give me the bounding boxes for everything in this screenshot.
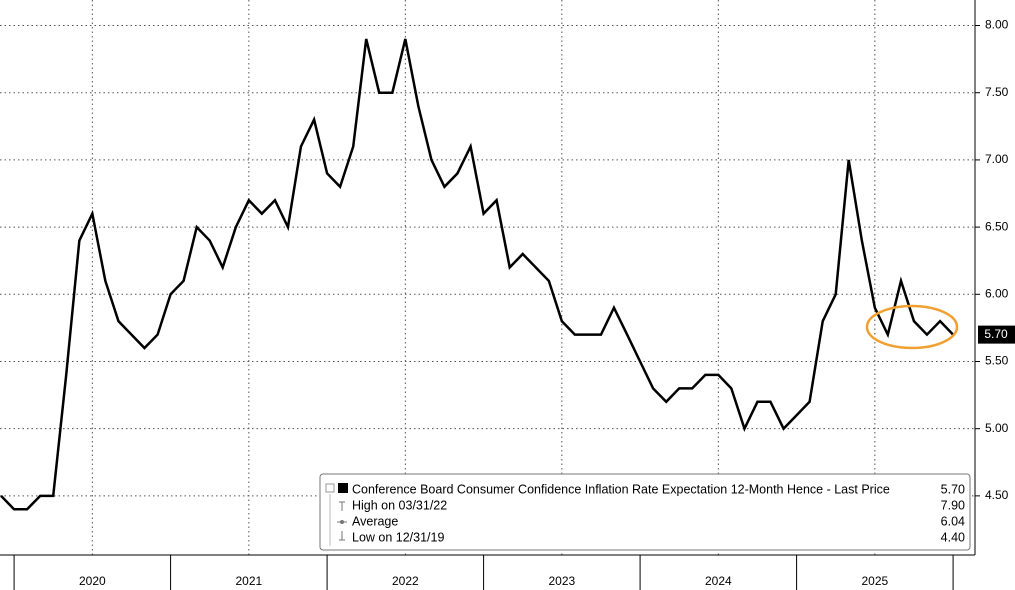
grid bbox=[0, 0, 975, 555]
x-tick-label: 2024 bbox=[705, 574, 732, 588]
y-tick-label: 5.50 bbox=[985, 354, 1009, 368]
legend-label: Conference Board Consumer Confidence Inf… bbox=[352, 482, 890, 496]
legend-toggle bbox=[325, 483, 335, 493]
legend-stat-value: 6.04 bbox=[941, 514, 965, 528]
legend-stat-label: Low on 12/31/19 bbox=[352, 530, 444, 544]
legend: Conference Board Consumer Confidence Inf… bbox=[319, 473, 971, 551]
x-tick-label: 2023 bbox=[548, 574, 575, 588]
y-tick-label: 7.50 bbox=[985, 85, 1009, 99]
legend-swatch bbox=[338, 483, 348, 493]
x-tick-label: 2021 bbox=[235, 574, 262, 588]
legend-value: 5.70 bbox=[941, 482, 965, 496]
x-tick-label: 2020 bbox=[79, 574, 106, 588]
last-price-label: 5.70 bbox=[984, 327, 1008, 341]
legend-box bbox=[319, 473, 971, 551]
last-price-tag bbox=[978, 325, 1015, 344]
legend-stat-value: 4.40 bbox=[941, 530, 965, 544]
y-tick-label: 6.50 bbox=[985, 219, 1009, 233]
highlight-ellipse bbox=[865, 304, 959, 350]
series-line bbox=[0, 38, 954, 511]
y-tick-label: 5.00 bbox=[985, 421, 1009, 435]
legend-stat-label: Average bbox=[352, 514, 398, 528]
legend-stat-value: 7.90 bbox=[941, 498, 965, 512]
legend-stat-label: High on 03/31/22 bbox=[352, 498, 447, 512]
plot bbox=[0, 38, 954, 511]
y-tick-label: 8.00 bbox=[985, 18, 1009, 32]
y-tick-label: 4.50 bbox=[985, 488, 1009, 502]
y-tick-label: 7.00 bbox=[985, 152, 1009, 166]
y-tick-label: 6.00 bbox=[985, 286, 1009, 300]
high-icon bbox=[339, 501, 345, 511]
low-icon bbox=[339, 531, 345, 541]
x-tick-label: 2022 bbox=[392, 574, 419, 588]
x-tick-label: 2025 bbox=[861, 574, 888, 588]
avg-icon-dot bbox=[340, 520, 344, 524]
